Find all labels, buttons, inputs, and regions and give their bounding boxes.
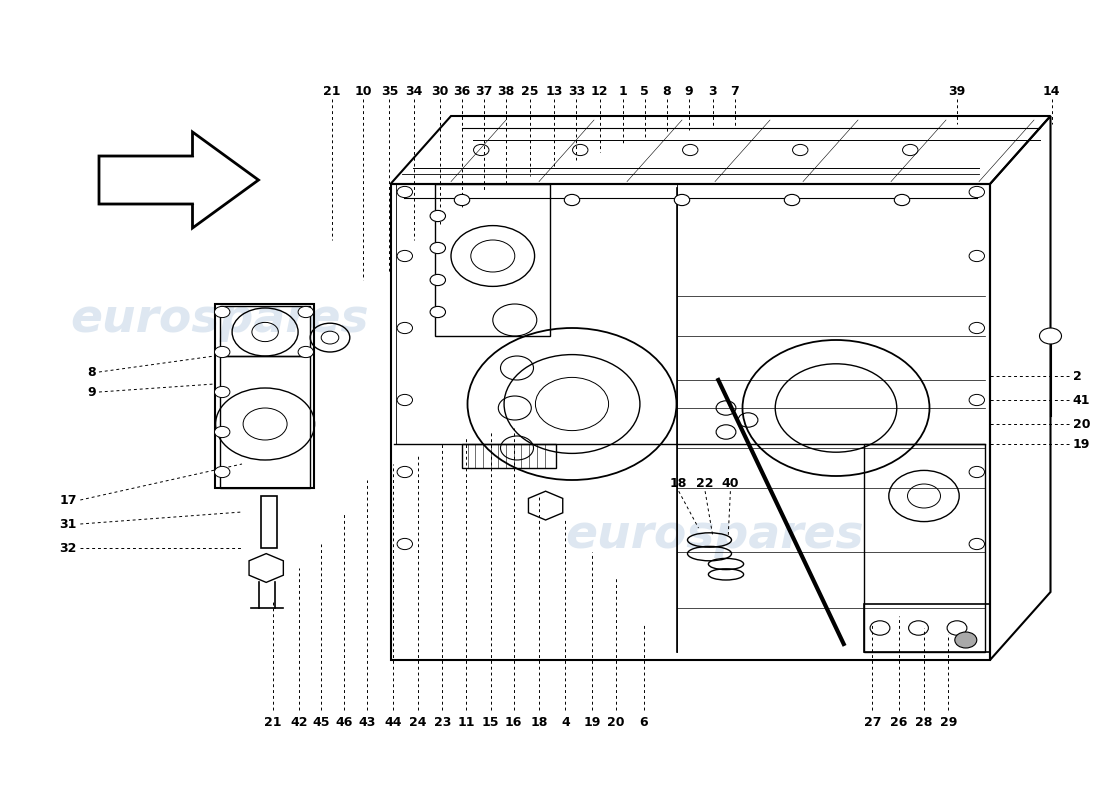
Text: 7: 7 (730, 85, 739, 98)
Circle shape (397, 394, 412, 406)
Circle shape (955, 632, 977, 648)
Circle shape (454, 194, 470, 206)
Text: 33: 33 (568, 85, 585, 98)
Text: 2: 2 (1072, 370, 1081, 382)
Text: 20: 20 (1072, 418, 1090, 430)
Text: 5: 5 (640, 85, 649, 98)
Text: 23: 23 (433, 716, 451, 729)
Text: 39: 39 (948, 85, 966, 98)
Circle shape (214, 386, 230, 398)
Text: 10: 10 (354, 85, 372, 98)
Text: 21: 21 (323, 85, 341, 98)
Circle shape (397, 186, 412, 198)
Circle shape (1040, 328, 1062, 344)
Text: 46: 46 (336, 716, 353, 729)
Text: 45: 45 (312, 716, 330, 729)
Text: 34: 34 (405, 85, 422, 98)
Text: 31: 31 (59, 518, 77, 530)
Text: 9: 9 (684, 85, 693, 98)
Text: 41: 41 (1072, 394, 1090, 406)
Text: 22: 22 (696, 477, 714, 490)
Text: 29: 29 (939, 716, 957, 729)
Circle shape (674, 194, 690, 206)
Text: 36: 36 (453, 85, 471, 98)
Text: 43: 43 (359, 716, 376, 729)
Circle shape (969, 394, 984, 406)
Bar (462, 444, 556, 468)
Circle shape (214, 426, 230, 438)
Circle shape (214, 346, 230, 358)
Text: 35: 35 (381, 85, 398, 98)
Circle shape (430, 306, 446, 318)
Text: eurospares: eurospares (565, 514, 865, 558)
Circle shape (564, 194, 580, 206)
Text: 17: 17 (59, 494, 77, 506)
Circle shape (969, 250, 984, 262)
Text: 32: 32 (59, 542, 77, 554)
Text: eurospares: eurospares (70, 298, 370, 342)
Text: 15: 15 (482, 716, 499, 729)
Circle shape (298, 306, 314, 318)
Text: 16: 16 (505, 716, 522, 729)
Circle shape (784, 194, 800, 206)
Circle shape (430, 242, 446, 254)
Circle shape (894, 194, 910, 206)
Circle shape (430, 210, 446, 222)
Text: 37: 37 (475, 85, 493, 98)
Text: 18: 18 (530, 716, 548, 729)
Circle shape (430, 274, 446, 286)
Text: 14: 14 (1043, 85, 1060, 98)
Text: 30: 30 (431, 85, 449, 98)
Circle shape (969, 186, 984, 198)
Circle shape (214, 306, 230, 318)
Text: 38: 38 (497, 85, 515, 98)
Text: 12: 12 (591, 85, 608, 98)
Text: 18: 18 (670, 477, 688, 490)
Text: 6: 6 (639, 716, 648, 729)
Text: 44: 44 (384, 716, 402, 729)
Text: 42: 42 (290, 716, 308, 729)
Text: 21: 21 (264, 716, 282, 729)
Text: 13: 13 (546, 85, 563, 98)
Circle shape (397, 466, 412, 478)
Text: 25: 25 (521, 85, 539, 98)
Text: 40: 40 (722, 477, 739, 490)
Text: 1: 1 (618, 85, 627, 98)
Circle shape (969, 538, 984, 550)
Text: 24: 24 (409, 716, 427, 729)
Text: 27: 27 (864, 716, 881, 729)
Text: 9: 9 (87, 386, 96, 398)
Text: 3: 3 (708, 85, 717, 98)
Text: 8: 8 (87, 366, 96, 378)
Circle shape (969, 466, 984, 478)
Text: 19: 19 (583, 716, 601, 729)
Text: 11: 11 (458, 716, 475, 729)
Circle shape (298, 346, 314, 358)
Circle shape (397, 322, 412, 334)
Circle shape (397, 538, 412, 550)
Circle shape (969, 322, 984, 334)
Circle shape (397, 250, 412, 262)
Text: 20: 20 (607, 716, 625, 729)
Text: 26: 26 (890, 716, 908, 729)
Text: 19: 19 (1072, 438, 1090, 450)
Text: 8: 8 (662, 85, 671, 98)
Circle shape (214, 466, 230, 478)
Text: 4: 4 (561, 716, 570, 729)
Text: 28: 28 (915, 716, 933, 729)
